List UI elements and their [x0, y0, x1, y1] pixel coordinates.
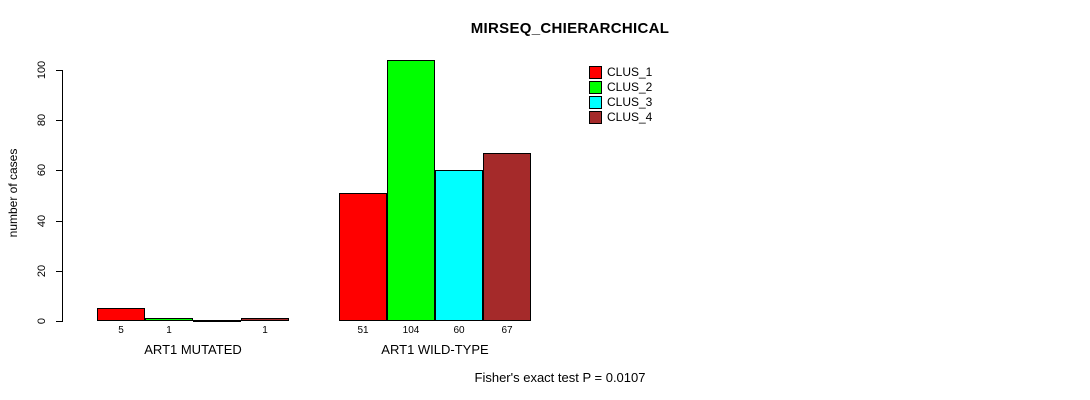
bar-value-label: 5	[118, 325, 124, 336]
legend-item-label: CLUS_1	[607, 65, 653, 79]
y-tick-label: 60	[36, 163, 48, 177]
y-tick-mark	[56, 70, 62, 71]
bar-value-label: 1	[262, 325, 268, 336]
annotation-fisher-test: Fisher's exact test P = 0.0107	[474, 370, 646, 385]
y-tick-label: 100	[36, 60, 48, 80]
legend-item-clus_4: CLUS_4	[589, 111, 652, 124]
x-group-label-1: ART1 MUTATED	[144, 342, 242, 357]
legend: CLUS_1 CLUS_2 CLUS_3 CLUS_4	[589, 66, 652, 126]
y-tick-mark	[56, 170, 62, 171]
bar-clus_4-group1	[241, 318, 289, 321]
y-axis-label: number of cases	[6, 148, 20, 238]
y-tick-mark	[56, 120, 62, 121]
legend-item-clus_1: CLUS_1	[589, 66, 652, 79]
bar-value-label: 104	[402, 325, 420, 336]
bar-value-label: 60	[453, 325, 465, 336]
bar-clus_1-group1	[97, 308, 145, 321]
legend-item-clus_3: CLUS_3	[589, 96, 652, 109]
bar-clus_3-group2	[435, 170, 483, 321]
legend-color-swatch	[589, 66, 602, 79]
bar-value-label: 1	[166, 325, 172, 336]
legend-color-swatch	[589, 111, 602, 124]
bar-value-label: 51	[357, 325, 369, 336]
legend-item-clus_2: CLUS_2	[589, 81, 652, 94]
bar-clus_2-group1	[145, 318, 193, 321]
legend-color-swatch	[589, 96, 602, 109]
y-axis-line	[62, 70, 63, 322]
y-tick-mark	[56, 271, 62, 272]
y-tick-mark	[56, 221, 62, 222]
legend-color-swatch	[589, 81, 602, 94]
bar-clus_4-group2	[483, 153, 531, 321]
bar-value-label: 67	[501, 325, 513, 336]
bar-clus_2-group2	[387, 60, 435, 321]
legend-item-label: CLUS_4	[607, 110, 653, 124]
y-tick-label: 20	[36, 264, 48, 278]
y-tick-label: 40	[36, 214, 48, 228]
chart-title: MIRSEQ_CHIERARCHICAL	[470, 20, 670, 37]
legend-item-label: CLUS_2	[607, 80, 653, 94]
bar-clus_3-group1	[193, 320, 241, 322]
x-group-label-2: ART1 WILD-TYPE	[381, 342, 489, 357]
y-tick-label: 80	[36, 113, 48, 127]
bar-clus_1-group2	[339, 193, 387, 321]
legend-item-label: CLUS_3	[607, 95, 653, 109]
y-tick-mark	[56, 321, 62, 322]
y-tick-label: 0	[36, 317, 48, 325]
